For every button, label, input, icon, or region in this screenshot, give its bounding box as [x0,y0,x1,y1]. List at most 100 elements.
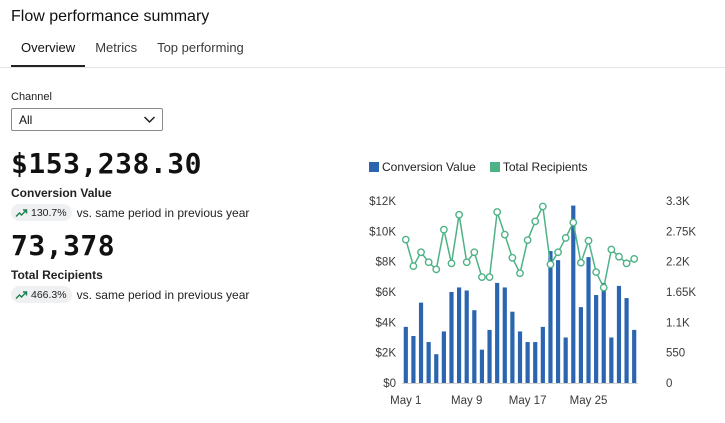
conversion-bar [609,337,614,383]
conversion-bar [525,342,530,383]
recipients-point [478,273,486,282]
recipients-point [470,248,479,257]
conversion-label: Conversion Value [11,186,112,200]
recipients-point [417,248,425,257]
legend-item-recipients[interactable]: Total Recipients [489,160,588,174]
conversion-bar [434,354,439,383]
conversion-bar [632,329,637,383]
conversion-bar [548,251,553,383]
recipients-point [538,202,547,211]
tab-divider [0,67,725,68]
tab-bar: Overview Metrics Top performing [11,38,254,67]
conversion-bar [472,310,477,383]
y-left-tick-label: $8K [376,257,397,269]
recipients-change: 466.3% [31,288,67,301]
conversion-bar [555,260,561,383]
conversion-bar [586,257,591,383]
chevron-down-icon [143,116,156,124]
recipients-point [531,217,540,226]
recipients-point [599,283,608,292]
x-tick-label: May 25 [570,395,608,407]
conversion-bar [441,331,446,383]
recipients-label: Total Recipients [11,268,103,282]
recipients-point [455,210,463,219]
recipients-point [622,259,631,268]
legend-swatch-line [489,162,500,172]
recipients-point [493,208,502,216]
recipients-change-badge: 466.3% [11,286,72,303]
channel-select[interactable]: All [11,108,163,131]
conversion-bar [624,298,629,383]
recipients-point [607,245,616,254]
recipients-point [424,258,433,267]
conversion-bar [510,311,515,383]
conversion-bar [571,205,576,383]
recipients-comparison: 466.3% vs. same period in previous year [11,286,249,303]
tab-top-performing[interactable]: Top performing [157,40,244,55]
conversion-bar [426,342,431,383]
y-right-tick-label: 2.2K [666,257,690,269]
y-left-tick-label: $10K [369,226,396,238]
conversion-bar [411,335,416,383]
recipients-point [592,268,601,277]
y-left-tick-label: $4K [376,317,397,329]
y-left-tick-label: $0 [383,378,396,390]
y-right-tick-label: 1.1K [666,317,690,329]
y-right-tick-label: 3.3K [666,196,690,208]
conversion-comparison-text: vs. same period in previous year [76,205,250,220]
conversion-bar [418,302,424,383]
conversion-bar [464,290,469,383]
recipients-value: 73,378 [11,229,116,262]
recipients-point [447,259,456,268]
conversion-bar [479,349,485,383]
chart-legend: Conversion Value Total Recipients [369,160,602,174]
tab-overview[interactable]: Overview [11,38,86,67]
recipients-point [432,265,441,274]
recipients-point [439,225,448,234]
legend-item-conversion[interactable]: Conversion Value [369,160,476,174]
conversion-bar [563,337,568,383]
channel-label: Channel [11,91,52,103]
recipients-point [561,234,570,242]
y-right-tick-label: 0 [666,378,672,390]
y-right-tick-label: 2.75K [666,226,696,238]
y-left-tick-label: $6K [376,287,397,299]
recipients-point [508,253,517,262]
conversion-bar [517,331,523,383]
conversion-comparison: 130.7% vs. same period in previous year [11,204,249,221]
recipients-point [615,252,623,261]
recipients-point [462,258,471,267]
trend-up-icon [15,290,28,299]
y-right-tick-label: 1.65K [666,287,696,299]
recipients-point [577,258,585,267]
recipients-point [409,262,418,270]
conversion-value: $153,238.30 [11,147,202,180]
x-tick-label: May 9 [451,395,482,407]
y-right-tick-label: 550 [666,348,685,360]
legend-label-recipients: Total Recipients [502,160,588,174]
recipients-point [500,230,509,239]
tab-metrics[interactable]: Metrics [95,40,138,55]
conversion-bar [578,307,583,383]
recipients-point [546,260,555,269]
recipients-point [485,273,494,282]
recipients-point [630,255,639,263]
conversion-bar [540,326,545,383]
recipients-point [401,235,410,244]
recipients-point [554,248,562,257]
conversion-bar [495,282,500,383]
x-tick-label: May 17 [509,395,547,407]
conversion-bar [487,329,492,383]
recipients-point [516,269,524,278]
conversion-bar [403,326,408,383]
recipients-point [569,218,578,227]
trend-up-icon [15,208,28,217]
page-title: Flow performance summary [11,8,210,25]
conversion-bar [457,287,462,383]
legend-label-conversion: Conversion Value [382,160,476,174]
legend-swatch-bar [369,162,379,172]
y-left-tick-label: $12K [369,196,396,208]
x-tick-label: May 1 [390,395,421,407]
performance-chart: $0 $2K $4K $6K $8K $10K $12K 0 550 1.1K 1.65K 2.2K 2… [369,196,696,407]
conversion-change-badge: 130.7% [11,204,72,221]
